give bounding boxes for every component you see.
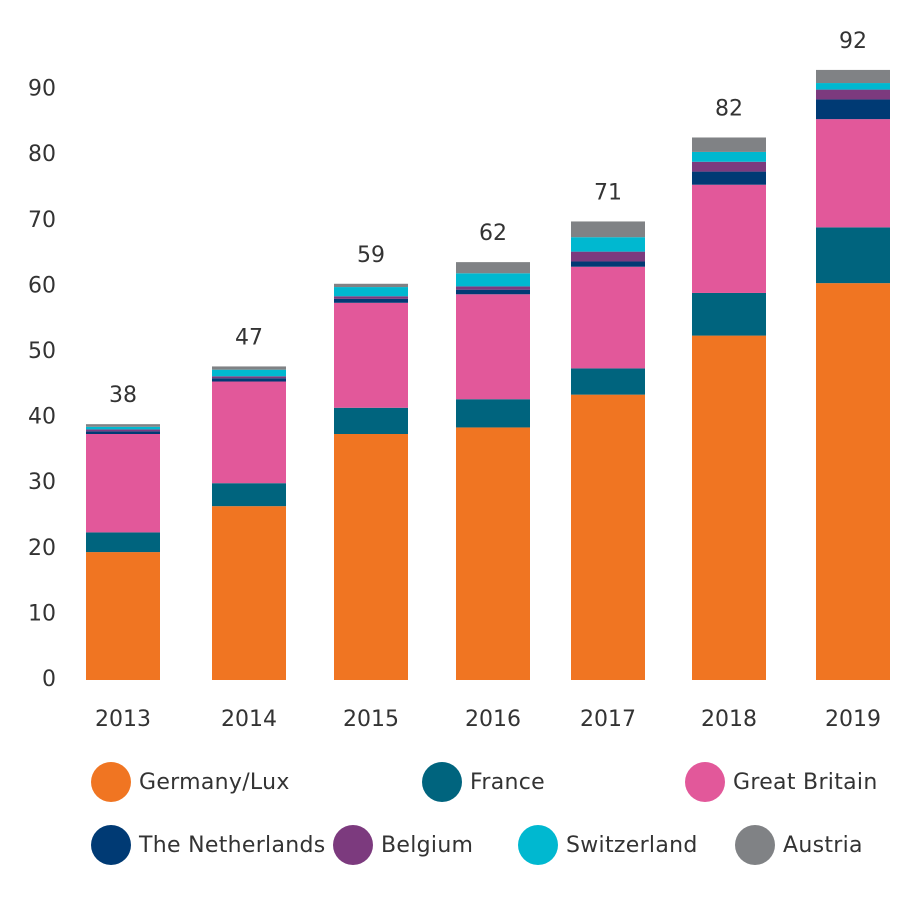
bar-segment-france-2014 (212, 483, 286, 507)
bar-segment-switzerland-2013 (86, 426, 160, 430)
bar-segment-austria-2018 (692, 137, 766, 152)
y-tick-label: 10 (28, 601, 56, 626)
bar-segment-belgium-2015 (334, 296, 408, 299)
x-axis-ticks: 2013 2014 2015 2016 2017 2018 2019 (95, 707, 881, 732)
bar-stack-2019 (816, 69, 890, 680)
bar-segment-austria-2016 (456, 262, 530, 274)
bar-segment-the-netherlands-2018 (692, 171, 766, 185)
y-tick-label: 30 (28, 470, 56, 495)
x-tick-label-2019: 2019 (825, 707, 881, 732)
bar-segment-france-2016 (456, 399, 530, 428)
total-label-2015: 59 (357, 243, 385, 268)
bar-stack-2016 (456, 262, 530, 680)
y-tick-label: 40 (28, 405, 56, 430)
bar-segment-the-netherlands-2017 (571, 261, 645, 267)
bar-segment-austria-2014 (212, 366, 286, 370)
x-tick-label-2018: 2018 (701, 707, 757, 732)
bar-segment-belgium-2013 (86, 429, 160, 432)
bar-segment-switzerland-2014 (212, 369, 286, 377)
y-axis-ticks: 0 10 20 30 40 50 60 70 80 90 (28, 77, 56, 692)
bar-segment-austria-2017 (571, 221, 645, 238)
bar-segment-the-netherlands-2014 (212, 378, 286, 382)
x-tick-label-2013: 2013 (95, 707, 151, 732)
bar-segment-france-2019 (816, 227, 890, 284)
y-tick-label: 60 (28, 273, 56, 298)
bar-segment-great-britain-2013 (86, 434, 160, 533)
bar-stack-2018 (692, 137, 766, 680)
y-tick-label: 0 (42, 667, 56, 692)
bar-segment-austria-2013 (86, 424, 160, 427)
x-tick-label-2016: 2016 (465, 707, 521, 732)
x-tick-label-2017: 2017 (580, 707, 636, 732)
bar-segment-belgium-2019 (816, 89, 890, 100)
x-tick-label-2014: 2014 (221, 707, 277, 732)
bar-segment-germany-lux-2018 (692, 335, 766, 680)
bar-segment-great-britain-2017 (571, 266, 645, 369)
bar-segment-the-netherlands-2015 (334, 298, 408, 303)
total-label-2017: 71 (594, 180, 622, 205)
bar-segment-switzerland-2019 (816, 83, 890, 90)
bar-segment-switzerland-2018 (692, 151, 766, 162)
bar-segment-belgium-2017 (571, 251, 645, 262)
bar-segment-great-britain-2015 (334, 302, 408, 408)
bar-segment-the-netherlands-2019 (816, 99, 890, 120)
bar-stacks (86, 69, 890, 680)
bar-segment-germany-lux-2019 (816, 283, 890, 680)
x-tick-label-2015: 2015 (343, 707, 399, 732)
bar-segment-austria-2015 (334, 283, 408, 288)
bar-segment-austria-2019 (816, 69, 890, 84)
y-tick-label: 20 (28, 536, 56, 561)
y-tick-label: 70 (28, 208, 56, 233)
bar-stack-2013 (86, 424, 160, 680)
bar-stack-2015 (334, 283, 408, 680)
bar-stack-2017 (571, 221, 645, 680)
bar-segment-france-2017 (571, 368, 645, 395)
bar-segment-switzerland-2017 (571, 237, 645, 252)
total-label-2013: 38 (109, 383, 137, 408)
total-label-2014: 47 (235, 325, 263, 350)
bar-stack-2014 (212, 366, 286, 680)
total-label-2019: 92 (839, 29, 867, 54)
bar-segment-great-britain-2014 (212, 381, 286, 484)
bar-segment-germany-lux-2016 (456, 427, 530, 680)
y-tick-label: 80 (28, 142, 56, 167)
bar-segment-the-netherlands-2016 (456, 289, 530, 295)
y-tick-label: 50 (28, 339, 56, 364)
bar-segment-germany-lux-2014 (212, 506, 286, 680)
bar-segment-belgium-2018 (692, 161, 766, 172)
bar-segment-great-britain-2019 (816, 119, 890, 228)
bar-segment-the-netherlands-2013 (86, 431, 160, 434)
bar-segment-great-britain-2018 (692, 184, 766, 293)
bar-segment-belgium-2016 (456, 286, 530, 290)
total-label-2016: 62 (479, 221, 507, 246)
bar-segment-switzerland-2015 (334, 287, 408, 297)
total-label-2018: 82 (715, 96, 743, 121)
bar-segment-france-2013 (86, 532, 160, 553)
bar-segment-france-2015 (334, 407, 408, 434)
y-tick-label: 90 (28, 77, 56, 102)
bar-segment-switzerland-2016 (456, 273, 530, 287)
total-labels: 38 47 59 62 71 82 92 (109, 29, 867, 408)
bar-segment-belgium-2014 (212, 376, 286, 379)
bar-segment-germany-lux-2015 (334, 434, 408, 680)
bar-segment-germany-lux-2017 (571, 394, 645, 680)
bar-segment-france-2018 (692, 292, 766, 336)
bar-segment-great-britain-2016 (456, 294, 530, 400)
bar-segment-germany-lux-2013 (86, 552, 160, 680)
